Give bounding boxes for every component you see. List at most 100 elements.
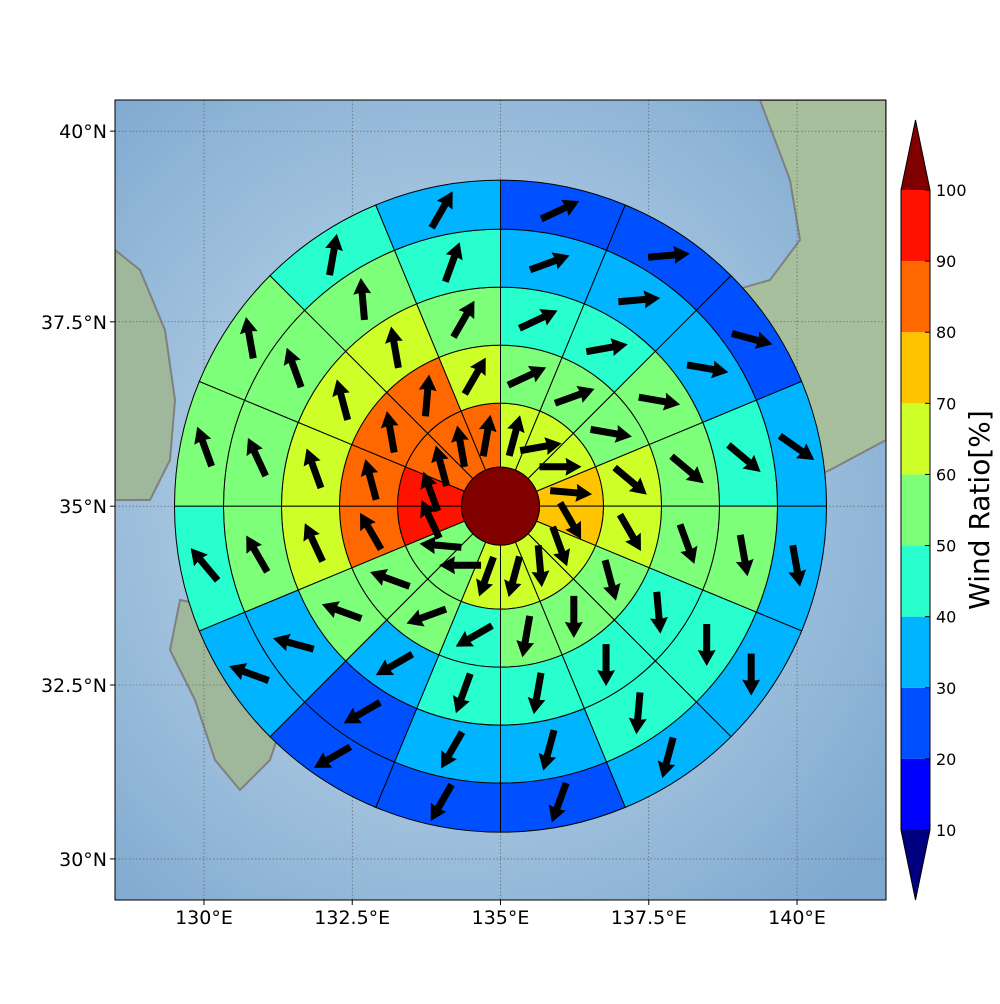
y-tick-label: 30°N <box>59 849 107 871</box>
wind-arrow <box>478 414 497 457</box>
colorbar-under <box>901 830 930 900</box>
wind-arrow <box>628 692 647 735</box>
wind-arrow <box>419 536 462 555</box>
wind-arrow <box>519 437 562 455</box>
wind-arrow <box>283 347 305 389</box>
y-tick-label: 32.5°N <box>41 675 107 697</box>
wind-arrow <box>325 233 343 276</box>
wind-arrow <box>528 252 570 274</box>
wind-arrow <box>538 729 558 771</box>
y-tick-label: 37.5°N <box>41 312 107 334</box>
colorbar-tick-label: 50 <box>936 537 956 556</box>
wind-arrow <box>420 471 441 513</box>
wind-arrow <box>406 605 448 627</box>
wind-arrow <box>430 782 455 821</box>
wind-arrow <box>548 781 570 823</box>
wind-arrow <box>557 500 582 540</box>
wind-arrow <box>353 278 372 321</box>
colorbar-tick-label: 90 <box>936 252 956 271</box>
wind-arrow <box>531 544 550 588</box>
colorbar-tick-label: 70 <box>936 394 956 413</box>
wind-arrow <box>505 415 525 457</box>
wind-arrow <box>451 425 469 468</box>
wind-arrow <box>788 544 807 587</box>
wind-arrow <box>516 615 535 658</box>
wind-arrow <box>273 633 315 653</box>
wind-arrow <box>730 330 773 349</box>
colorbar-swatch <box>901 190 930 262</box>
wind-arrow <box>332 379 352 421</box>
wind-arrow <box>239 317 258 359</box>
wind-arrow <box>549 525 571 567</box>
wind-arrow <box>303 448 325 490</box>
colorbar-tick-label: 60 <box>936 465 956 484</box>
wind-arrow <box>343 699 382 724</box>
wind-arrow <box>612 464 647 495</box>
wind-arrow <box>735 534 754 577</box>
x-tick-label: 130°E <box>175 907 233 929</box>
wind-arrow <box>380 411 399 454</box>
wind-arrow <box>585 338 628 357</box>
wind-arrow <box>506 366 547 389</box>
wind-arrow <box>726 442 761 472</box>
wind-arrow <box>777 433 815 460</box>
wind-arrow <box>441 730 466 769</box>
wind-arrow <box>742 653 761 696</box>
wind-arrow <box>360 512 385 552</box>
wind-arrow <box>527 672 546 715</box>
wind-arrow <box>452 672 474 714</box>
x-tick-label: 140°E <box>768 907 826 929</box>
center-cell <box>461 466 540 546</box>
wind-arrow <box>638 392 681 411</box>
wind-arrow <box>657 736 677 779</box>
y-tick-label: 40°N <box>59 121 107 143</box>
wind-arrow <box>597 644 616 687</box>
wind-arrow <box>375 651 415 676</box>
colorbar-tick-label: 10 <box>936 821 956 840</box>
wind-arrow <box>650 591 668 634</box>
wind-arrow <box>229 663 270 684</box>
colorbar-swatch <box>901 332 930 404</box>
wind-arrow <box>303 523 326 563</box>
colorbar-swatch <box>901 616 930 688</box>
wind-arrow <box>246 437 269 478</box>
x-tick-label: 137.5°E <box>611 907 687 929</box>
wind-arrow <box>616 512 641 551</box>
colorbar-tick-label: 20 <box>936 750 956 769</box>
colorbar-swatch <box>901 403 930 475</box>
wind-arrow <box>517 309 558 332</box>
wind-arrow <box>589 425 632 443</box>
colorbar: 10 20 30 40 50 60 70 80 90 100 <box>900 119 967 901</box>
colorbar-swatch <box>901 758 930 830</box>
wind-arrow <box>476 555 497 597</box>
colorbar-tick-label: 40 <box>936 608 956 627</box>
colorbar-swatch <box>901 545 930 617</box>
wind-arrow <box>385 326 403 369</box>
wind-arrow <box>564 595 583 638</box>
wind-arrow <box>647 246 690 264</box>
wind-arrow <box>504 555 523 598</box>
wind-arrow <box>370 569 411 590</box>
colorbar-swatch <box>901 687 930 759</box>
colorbar-over <box>901 120 930 190</box>
wind-arrow <box>618 290 661 309</box>
wind-cells <box>173 179 828 833</box>
colorbar-label: Wind Ratio[%] <box>963 410 996 610</box>
wind-arrow <box>431 445 451 487</box>
wind-arrow <box>539 457 582 476</box>
wind-arrow <box>697 623 716 666</box>
wind-arrow <box>246 535 271 574</box>
wind-arrow <box>194 426 215 468</box>
wind-arrow <box>418 374 437 417</box>
wind-arrow <box>439 556 482 575</box>
wind-arrow <box>601 559 621 601</box>
wind-arrow <box>450 300 475 339</box>
wind-arrow <box>360 459 380 501</box>
wind-arrow <box>313 743 353 768</box>
wind-arrow <box>441 242 463 283</box>
wind-arrow <box>549 483 593 502</box>
wind-arrow <box>428 191 453 230</box>
wind-arrow <box>461 357 486 396</box>
x-tick-label: 132.5°E <box>314 907 390 929</box>
